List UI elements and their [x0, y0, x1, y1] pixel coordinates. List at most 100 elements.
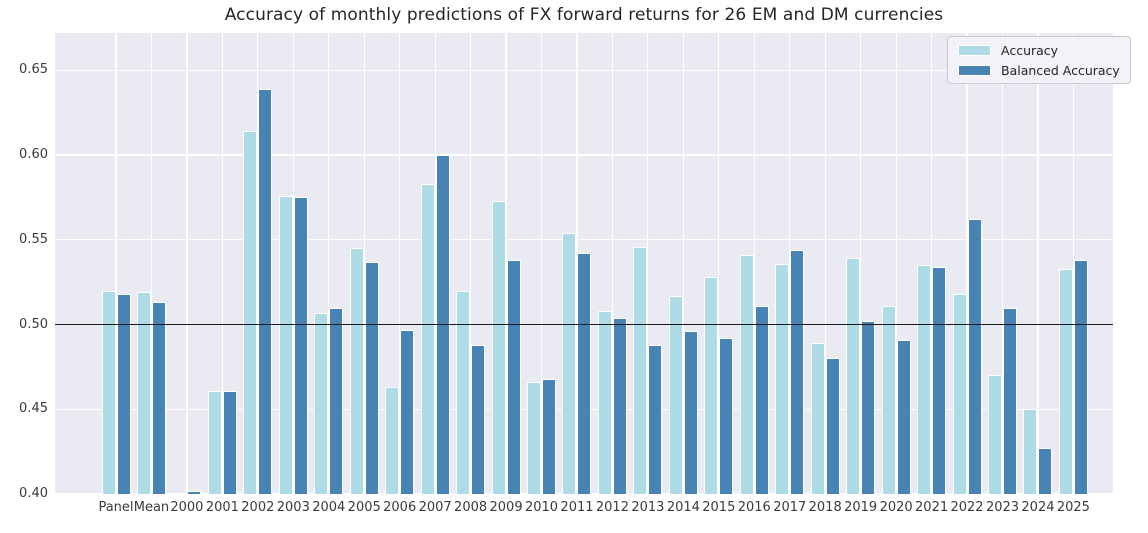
gridline-vertical: [789, 33, 791, 494]
bar-balanced-accuracy-2019: [861, 321, 876, 494]
bar-accuracy-2019: [846, 258, 861, 494]
x-axis-tick-label: 2021: [915, 500, 949, 515]
bar-accuracy-2013: [633, 246, 648, 494]
bar-accuracy-mean: [136, 292, 151, 494]
y-axis-tick-label: 0.45: [19, 401, 48, 417]
legend-swatch-balanced-accuracy: [958, 64, 991, 76]
gridline-vertical: [257, 33, 259, 494]
bar-balanced-accuracy-2009: [506, 260, 521, 494]
bar-balanced-accuracy-2008: [471, 344, 486, 494]
gridline-vertical: [186, 33, 188, 494]
gridline-vertical: [966, 33, 968, 494]
bar-accuracy-2022: [952, 294, 967, 494]
x-axis-tick-label: 2013: [631, 500, 665, 515]
bar-balanced-accuracy-2023: [1003, 307, 1017, 494]
gridline-vertical: [647, 33, 649, 494]
bar-accuracy-2025: [1058, 268, 1073, 494]
y-axis-tick-label: 0.60: [19, 147, 48, 163]
bar-accuracy-2012: [597, 310, 612, 494]
bar-balanced-accuracy-2001: [222, 390, 237, 494]
bar-accuracy-2020: [881, 305, 896, 494]
bar-accuracy-2007: [420, 183, 435, 494]
legend-item-balanced-accuracy: Balanced Accuracy: [958, 63, 1130, 78]
gridline-vertical: [1072, 33, 1074, 494]
bar-balanced-accuracy-2005: [364, 261, 379, 494]
bar-balanced-accuracy-2025: [1073, 260, 1088, 494]
gridline-horizontal: [55, 239, 1113, 241]
bar-accuracy-2016: [739, 255, 754, 494]
bar-balanced-accuracy-2002: [258, 88, 273, 494]
gridline-horizontal: [55, 154, 1113, 156]
x-axis-tick-label: 2015: [702, 500, 736, 515]
bar-accuracy-2003: [278, 195, 293, 494]
x-axis-tick-label: 2018: [808, 500, 842, 515]
bar-balanced-accuracy-2015: [719, 338, 734, 494]
gridline-vertical: [150, 33, 153, 494]
x-axis-tick-label: 2014: [666, 500, 700, 515]
gridline-vertical: [1037, 33, 1039, 494]
bar-accuracy-2004: [314, 312, 329, 494]
x-axis-tick-label: 2006: [383, 500, 417, 515]
bar-balanced-accuracy-2018: [825, 358, 840, 494]
x-axis-tick-label: Mean: [133, 500, 170, 515]
gridline-vertical: [505, 33, 507, 494]
gridline-horizontal: [55, 493, 1113, 495]
x-axis-tick-label: 2017: [773, 500, 807, 515]
gridline-horizontal: [55, 69, 1113, 71]
legend-item-accuracy: Accuracy: [958, 43, 1130, 58]
gridline-vertical: [292, 33, 294, 494]
gridline-vertical: [611, 33, 614, 494]
bar-accuracy-2005: [349, 248, 364, 494]
x-axis-tick-label: 2007: [418, 500, 452, 515]
gridline-vertical: [434, 33, 436, 494]
gridline-vertical: [540, 33, 543, 494]
x-axis-tick-label: 2020: [879, 500, 913, 515]
gridline-vertical: [860, 33, 862, 494]
x-axis-tick-label: 2009: [489, 500, 523, 515]
y-axis-tick-label: 0.40: [19, 486, 48, 501]
bar-balanced-accuracy-2017: [790, 249, 805, 494]
bar-accuracy-2011: [562, 232, 577, 494]
legend-label-balanced-accuracy: Balanced Accuracy: [1001, 62, 1120, 78]
gridline-vertical: [576, 33, 578, 494]
x-axis-tick-label: 2022: [950, 500, 984, 515]
bar-accuracy-2017: [775, 263, 790, 494]
gridline-vertical: [718, 33, 720, 494]
bar-accuracy-2021: [917, 265, 932, 494]
x-axis-tick-label: 2002: [241, 500, 275, 515]
chart-title: Accuracy of monthly predictions of FX fo…: [224, 5, 944, 25]
bar-balanced-accuracy-2024: [1038, 448, 1053, 494]
gridline-vertical: [363, 33, 365, 494]
bar-balanced-accuracy-2010: [542, 378, 557, 494]
gridline-vertical: [824, 33, 826, 494]
x-axis-tick-label: 2000: [170, 500, 204, 515]
bar-balanced-accuracy-2003: [293, 197, 308, 494]
bar-accuracy-2008: [456, 290, 471, 494]
x-axis-tick-label: 2003: [276, 500, 310, 515]
gridline-vertical: [115, 33, 117, 494]
gridline-vertical: [682, 33, 684, 494]
y-axis-tick-label: 0.50: [19, 316, 48, 332]
x-axis-tick-label: 2001: [205, 500, 239, 515]
x-axis-tick-label: 2011: [560, 500, 594, 515]
bar-balanced-accuracy-2021: [932, 266, 947, 494]
gridline-vertical: [1001, 33, 1004, 494]
x-axis-tick-label: 2004: [312, 500, 346, 515]
gridline-vertical: [470, 33, 472, 494]
bar-balanced-accuracy-2012: [612, 317, 627, 494]
x-axis-tick-label: 2012: [595, 500, 629, 515]
x-axis-tick-label: 2025: [1056, 500, 1090, 515]
bar-balanced-accuracy-mean: [151, 302, 166, 494]
bar-accuracy-2024: [1023, 409, 1038, 494]
legend-label-accuracy: Accuracy: [1001, 42, 1059, 58]
plot-area: [55, 33, 1113, 495]
bar-accuracy-2009: [491, 200, 506, 494]
x-axis-tick-label: 2005: [347, 500, 381, 515]
bar-accuracy-panel: [101, 290, 116, 494]
bar-balanced-accuracy-2013: [648, 344, 663, 494]
x-axis-tick-label: 2016: [737, 500, 771, 515]
legend: Accuracy Balanced Accuracy: [947, 36, 1131, 84]
bar-accuracy-2010: [527, 382, 542, 494]
legend-swatch-accuracy: [958, 44, 991, 56]
bar-balanced-accuracy-2011: [577, 253, 592, 494]
